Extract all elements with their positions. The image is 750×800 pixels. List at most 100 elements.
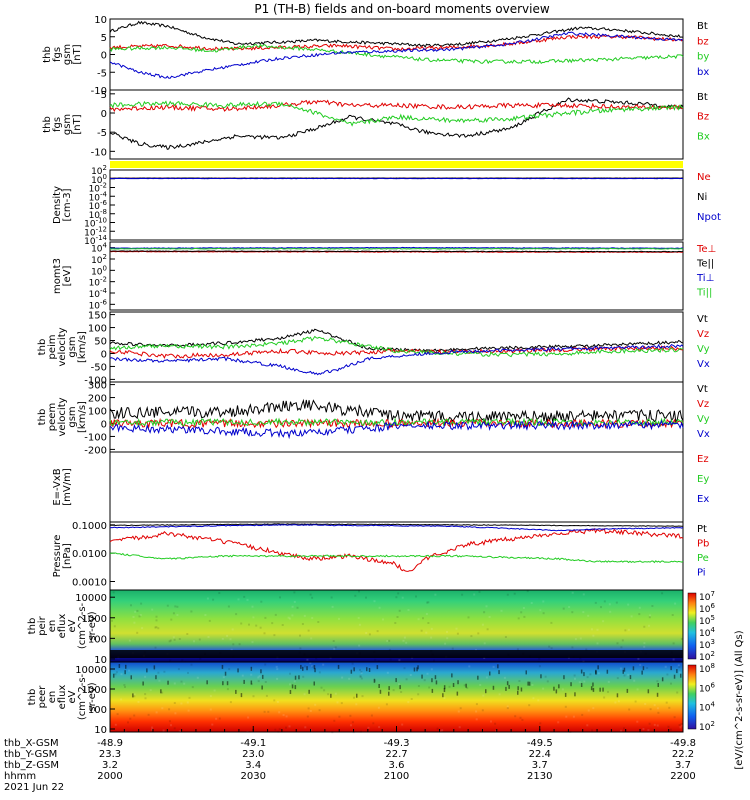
x-tick-label: 23.0 xyxy=(242,749,264,760)
y-axis-label-line: thb xyxy=(37,339,48,356)
legend-entry: Vx xyxy=(697,359,710,370)
y-tick-label: 10-14 xyxy=(84,234,107,247)
series-line-Ti⊥ xyxy=(109,246,683,250)
y-tick-label: 10-6 xyxy=(89,199,108,212)
x-tick-label: 3.4 xyxy=(245,760,261,771)
y-axis-label-line: (cm^2-s- xyxy=(77,602,88,649)
y-axis-label-line: thb xyxy=(27,689,38,706)
y-tick-label: 1000 xyxy=(82,685,107,696)
y-axis-label-line: [nPa] xyxy=(62,543,73,569)
colorbar-tick-label: 105 xyxy=(699,614,715,627)
y-tick-label: 50 xyxy=(94,337,107,348)
page-title: P1 (TH-B) fields and on-board moments ov… xyxy=(254,2,550,16)
panel-frame xyxy=(109,241,684,311)
series-line-Pb xyxy=(109,527,684,572)
colorbar-tick-label: 104 xyxy=(699,701,715,714)
legend-entry: Ni xyxy=(697,192,707,203)
y-tick-label: 100 xyxy=(88,407,107,418)
y-axis-label-line: [nT] xyxy=(72,114,83,134)
y-axis-label-line: Density xyxy=(52,186,63,224)
y-tick-label: 0.1000 xyxy=(72,521,107,532)
y-tick-label: 100 xyxy=(88,634,107,645)
y-tick-label: 0 xyxy=(101,109,107,120)
series-line-bz xyxy=(109,34,684,52)
y-axis-label-line: thb xyxy=(27,618,38,635)
y-tick-label: -10 xyxy=(91,86,107,97)
time-axis-row-label: 2021 Jun 22 xyxy=(4,782,64,793)
legend-entry: Pb xyxy=(697,539,709,550)
time-axis-row-label: thb_Z-GSM xyxy=(4,760,59,771)
y-axis-label: thb peim velocity gsm [km/s] xyxy=(37,327,88,366)
y-axis-label: thb peir en eflux eV (cm^2-s-sr-eV) xyxy=(27,602,98,649)
series-line-Bt xyxy=(109,97,684,150)
x-tick-label: 22.7 xyxy=(385,749,407,760)
panel-frame xyxy=(109,311,684,383)
series-line-bx xyxy=(109,31,684,79)
y-tick-label: 300 xyxy=(88,381,107,392)
y-tick-label: 10 xyxy=(94,15,107,26)
y-tick-label: 102 xyxy=(91,253,107,266)
y-tick-label: -5 xyxy=(97,128,107,139)
y-tick-label: 104 xyxy=(91,242,107,255)
colorbar-tick-label: 102 xyxy=(699,650,715,663)
legend-entry: Vt xyxy=(697,384,708,395)
legend-entry: Ti⊥ xyxy=(696,273,714,284)
legend-entry: Vz xyxy=(697,399,709,410)
panel-10: 10000 1000 100 10 108 106 104 102 thb peer en eflux… xyxy=(27,661,715,736)
y-tick-label: 0 xyxy=(101,51,107,62)
y-tick-label: 5 xyxy=(101,33,107,44)
y-tick-label: 100 xyxy=(88,324,107,335)
legend-entry: Vx xyxy=(697,429,710,440)
y-axis-label-line: en xyxy=(47,620,58,633)
panel-7: Ez Ey Ex E=-VxB [mV/m] xyxy=(52,451,709,523)
series-line-Vt xyxy=(109,398,684,424)
x-tick-label: 2000 xyxy=(97,771,122,782)
y-tick-label: 10-10 xyxy=(84,217,107,230)
series-line-Bz xyxy=(109,99,684,113)
series-line-Pi xyxy=(109,524,684,532)
y-tick-label: 10 xyxy=(94,725,107,736)
legend-entry: Bt xyxy=(697,21,708,32)
panel-frame xyxy=(109,18,684,91)
y-tick-label: -5 xyxy=(97,68,107,79)
legend-entry: Bt xyxy=(697,92,708,103)
y-axis-label: thb peem velocity gsm [km/s] xyxy=(37,397,88,436)
y-axis-label-line: eV xyxy=(67,619,78,632)
y-axis-label-line: gsm xyxy=(62,44,73,65)
legend-entry: by xyxy=(697,52,709,63)
data-gap-band xyxy=(110,650,683,658)
y-axis-label: thb fgs gsm [nT] xyxy=(42,44,83,65)
legend-entry: Pt xyxy=(697,524,707,535)
colorbar-tick-label: 107 xyxy=(699,590,715,603)
time-axis-row-label: thb_X-GSM xyxy=(4,738,59,749)
colorbar xyxy=(687,592,697,660)
colorbar xyxy=(687,664,697,730)
y-tick-label: -100 xyxy=(84,432,107,443)
legend-entry: Bz xyxy=(697,112,709,123)
series-line-Pe xyxy=(109,552,684,564)
x-tick-label: -49.5 xyxy=(527,738,553,749)
y-axis-label-line: [eV] xyxy=(62,266,73,287)
y-tick-label: -50 xyxy=(91,362,107,373)
y-axis-label-line: peir xyxy=(37,615,48,635)
panel-frame xyxy=(109,169,684,241)
colorbar-tick-label: 106 xyxy=(699,602,715,615)
y-axis-label-line: [km/s] xyxy=(77,401,88,433)
x-tick-label: 2030 xyxy=(241,771,266,782)
y-tick-label: -200 xyxy=(84,445,107,456)
y-tick-label: 10-6 xyxy=(89,298,108,311)
spectrogram xyxy=(110,662,683,732)
legend-entry: Te|| xyxy=(696,259,714,270)
panel-5: 150 100 500 -50 -100 Vt Vz Vy Vx thb peim velocity g… xyxy=(37,311,710,387)
legend-entry: Vz xyxy=(697,329,709,340)
series-line-Pt xyxy=(109,523,683,527)
x-tick-label: 3.6 xyxy=(389,760,405,771)
y-tick-label: -100 xyxy=(84,375,107,386)
y-axis-label: momt3 [eV] xyxy=(52,258,73,294)
legend-entry: Vy xyxy=(697,344,710,355)
y-axis-label-line: (cm^2-s- xyxy=(77,673,88,720)
y-axis-label-line: [nT] xyxy=(72,44,83,64)
